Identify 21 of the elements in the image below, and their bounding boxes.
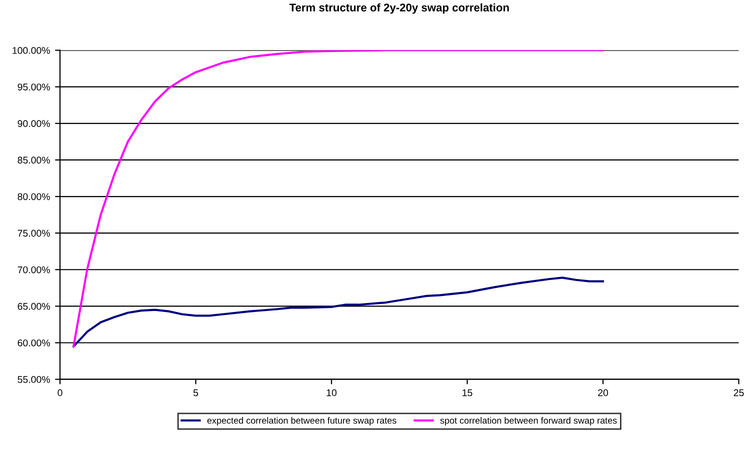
y-tick-label: 65.00%: [18, 302, 50, 310]
legend-label: spot correlation between forward swap rates: [440, 417, 617, 426]
y-tick-label: 75.00%: [18, 230, 50, 237]
y-tick-label: 95.00%: [18, 84, 50, 90]
y-tick-label: 60.00%: [18, 339, 50, 346]
y-tick-label: 70.00%: [18, 266, 50, 274]
x-tick-label: 15: [462, 389, 472, 396]
x-tick-label: 10: [326, 389, 337, 396]
y-tick-label: 90.00%: [18, 120, 50, 128]
y-tick-label: 100.00%: [12, 47, 50, 54]
x-tick-label: 5: [193, 389, 198, 396]
y-tick-label: 80.00%: [18, 193, 50, 200]
chart-title: Term structure of 2y-20y swap correlation: [289, 3, 509, 14]
line-series: [72, 50, 604, 348]
line-series: [72, 276, 604, 348]
x-tick-label: 20: [598, 389, 608, 396]
legend-label: expected correlation between future swap rates: [207, 417, 396, 426]
x-tick-label: 0: [58, 389, 62, 396]
y-tick-label: 55.00%: [18, 376, 50, 383]
y-tick-label: 85.00%: [18, 156, 50, 164]
x-tick-label: 25: [734, 389, 744, 396]
